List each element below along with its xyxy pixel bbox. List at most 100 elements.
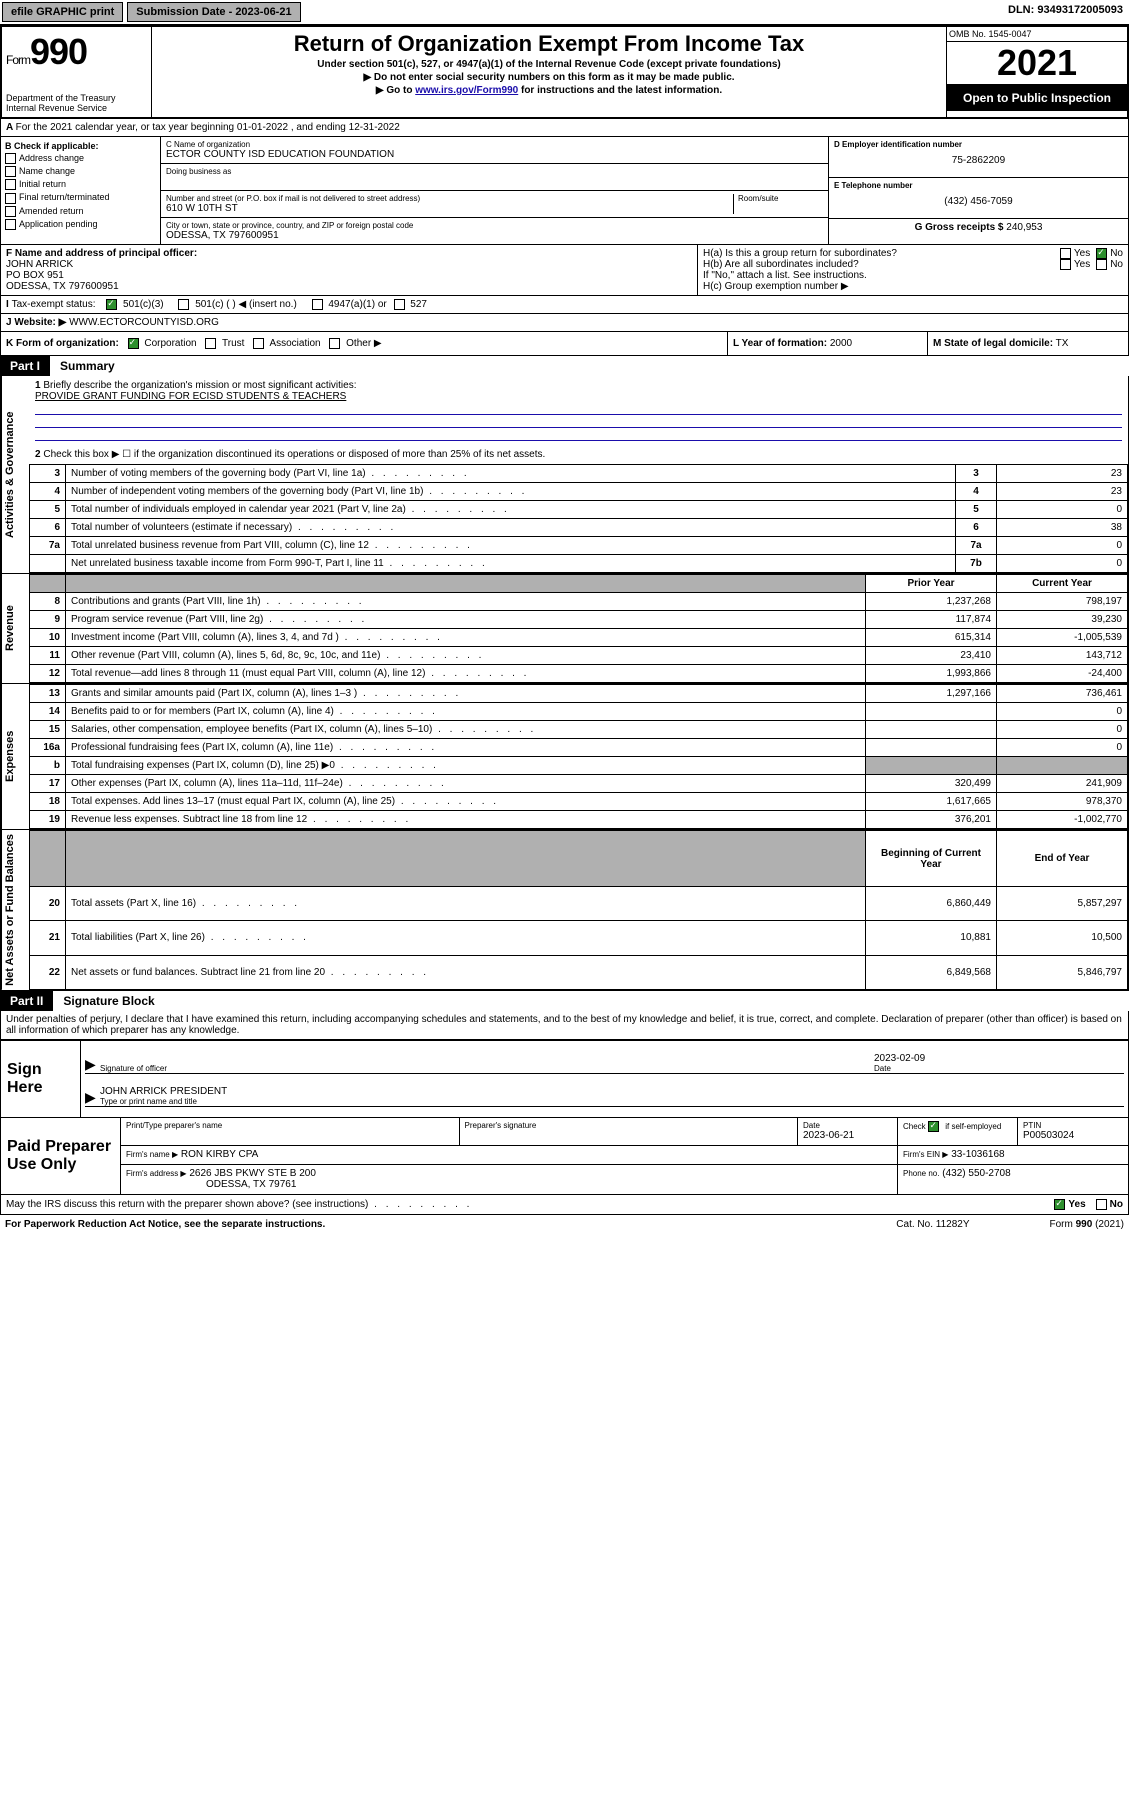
row-py: 10,881: [866, 921, 997, 955]
firm-addr2: ODESSA, TX 79761: [206, 1179, 296, 1190]
row-cy: 10,500: [997, 921, 1128, 955]
sign-here-label: Sign Here: [1, 1041, 81, 1117]
row-num: 3: [30, 465, 66, 483]
i-j-block: I Tax-exempt status: 501(c)(3) 501(c) ( …: [0, 296, 1129, 332]
ptin: P00503024: [1023, 1130, 1123, 1141]
row-cy: 798,197: [997, 593, 1128, 611]
row-num: 11: [30, 647, 66, 665]
row-num: 21: [30, 921, 66, 955]
check-b-label: B Check if applicable:: [5, 141, 156, 151]
m-val: TX: [1056, 338, 1069, 349]
rev-section: Revenue Prior Year Current Year8 Contrib…: [0, 574, 1129, 684]
exp-table: 13 Grants and similar amounts paid (Part…: [29, 684, 1128, 829]
checkbox-initial[interactable]: [5, 179, 16, 190]
identity-block: B Check if applicable: Address change Na…: [0, 137, 1129, 245]
checkbox-amended[interactable]: [5, 206, 16, 217]
rev-table: Prior Year Current Year8 Contributions a…: [29, 574, 1128, 683]
part2-title: Signature Block: [53, 991, 1129, 1011]
org-info: C Name of organization ECTOR COUNTY ISD …: [161, 137, 828, 244]
row-text: Total number of individuals employed in …: [66, 501, 956, 519]
row-cy: 0: [997, 739, 1128, 757]
chk-other[interactable]: [329, 338, 340, 349]
firm-ph-label: Phone no.: [903, 1169, 939, 1178]
row-num: 5: [30, 501, 66, 519]
row-cy: 0: [997, 703, 1128, 721]
officer-addr: ODESSA, TX 797600951: [6, 281, 692, 292]
row-py: 1,237,268: [866, 593, 997, 611]
ha-label: H(a) Is this a group return for subordin…: [703, 248, 1060, 259]
irs-link[interactable]: www.irs.gov/Form990: [415, 85, 518, 96]
chk-trust[interactable]: [205, 338, 216, 349]
discuss-yes[interactable]: [1054, 1199, 1065, 1210]
website: WWW.ECTORCOUNTYISD.ORG: [69, 317, 219, 328]
chk-501c[interactable]: [178, 299, 189, 310]
discuss-no[interactable]: [1096, 1199, 1107, 1210]
row-num: 14: [30, 703, 66, 721]
e-label: E Telephone number: [834, 181, 1123, 190]
ein: 75-2862209: [834, 155, 1123, 166]
sig-officer-label: Signature of officer: [100, 1064, 874, 1073]
row-py: [866, 721, 997, 739]
dln-text: DLN: 93493172005093: [1002, 0, 1129, 24]
row-num: 20: [30, 886, 66, 920]
sig-date: 2023-02-09: [874, 1053, 1124, 1064]
firm-ein-label: Firm's EIN ▶: [903, 1150, 948, 1159]
chk-501c3[interactable]: [106, 299, 117, 310]
dept-label: Department of the Treasury: [6, 93, 147, 103]
firm-ein: 33-1036168: [951, 1149, 1004, 1160]
chk-assoc[interactable]: [253, 338, 264, 349]
row-num: 18: [30, 793, 66, 811]
form-number: 990: [30, 31, 87, 72]
ha-yes[interactable]: [1060, 248, 1071, 259]
chk-527[interactable]: [394, 299, 405, 310]
checkbox-final[interactable]: [5, 193, 16, 204]
row-text: Total revenue—add lines 8 through 11 (mu…: [66, 665, 866, 683]
row-text: Number of independent voting members of …: [66, 483, 956, 501]
i-label: Tax-exempt status:: [12, 299, 96, 310]
part1-header: Part I Summary: [0, 356, 1129, 376]
m-label: M State of legal domicile:: [933, 338, 1053, 349]
vtext-gov: Activities & Governance: [1, 376, 29, 573]
open-public: Open to Public Inspection: [947, 85, 1127, 111]
checkbox-name[interactable]: [5, 166, 16, 177]
part2-label: Part II: [0, 991, 53, 1011]
prep-h3: Date: [803, 1121, 892, 1130]
chk-4947[interactable]: [312, 299, 323, 310]
row-text: Grants and similar amounts paid (Part IX…: [66, 685, 866, 703]
row-cy: 5,846,797: [997, 955, 1128, 989]
dba-label: Doing business as: [166, 167, 823, 176]
row-py: 615,314: [866, 629, 997, 647]
row-py: 117,874: [866, 611, 997, 629]
row-py: 23,410: [866, 647, 997, 665]
submission-button[interactable]: Submission Date - 2023-06-21: [127, 2, 300, 22]
checkbox-address[interactable]: [5, 153, 16, 164]
vtext-exp: Expenses: [1, 684, 29, 829]
chk-selfemployed[interactable]: [928, 1121, 939, 1132]
chk-corp[interactable]: [128, 338, 139, 349]
firm-label: Firm's name ▶: [126, 1150, 178, 1159]
row-text: Total unrelated business revenue from Pa…: [66, 537, 956, 555]
hb-yes[interactable]: [1060, 259, 1071, 270]
row-ref: 6: [956, 519, 997, 537]
right-info: D Employer identification number 75-2862…: [828, 137, 1128, 244]
officer-printed: JOHN ARRICK PRESIDENT: [100, 1086, 1124, 1097]
gross: 240,953: [1006, 222, 1042, 233]
col-head-cy: Current Year: [997, 575, 1128, 593]
hb-note: If "No," attach a list. See instructions…: [703, 270, 1123, 281]
ha-no[interactable]: [1096, 248, 1107, 259]
checkbox-pending[interactable]: [5, 219, 16, 230]
col-head-py: Prior Year: [866, 575, 997, 593]
tax-year: 2021: [947, 42, 1127, 85]
efile-button[interactable]: efile GRAPHIC print: [2, 2, 123, 22]
vtext-net: Net Assets or Fund Balances: [1, 830, 29, 990]
row-py: 1,617,665: [866, 793, 997, 811]
row-num: 17: [30, 775, 66, 793]
preparer-block: Paid Preparer Use Only Print/Type prepar…: [0, 1118, 1129, 1195]
q2: Check this box ▶ ☐ if the organization d…: [43, 449, 545, 460]
row-ref: 3: [956, 465, 997, 483]
sign-block: Sign Here ▶ Signature of officer 2023-02…: [0, 1040, 1129, 1118]
row-text: Salaries, other compensation, employee b…: [66, 721, 866, 739]
hb-no[interactable]: [1096, 259, 1107, 270]
form-footer: Form 990 (2021): [1050, 1219, 1125, 1230]
row-val: 23: [997, 465, 1128, 483]
